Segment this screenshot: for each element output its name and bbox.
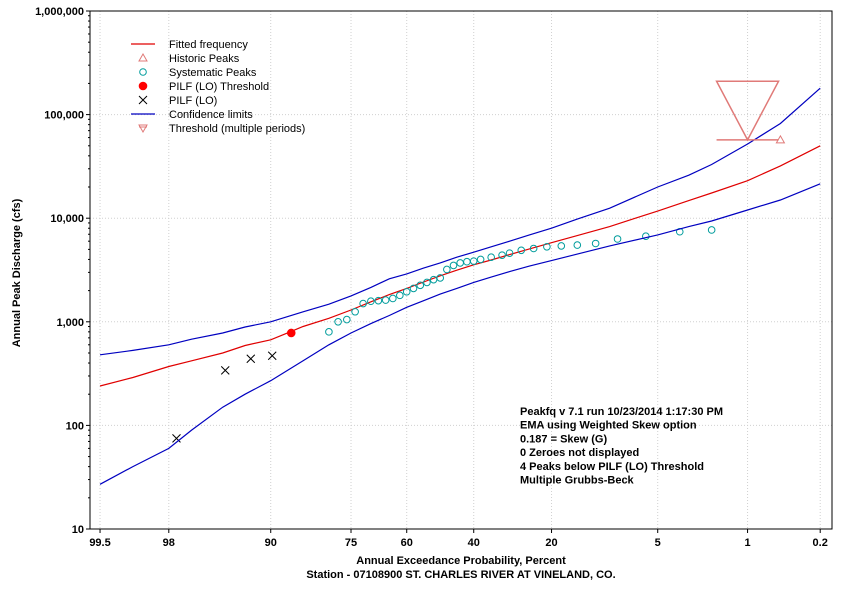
systematic-peak-point: [423, 278, 431, 287]
systematic-peak-point: [707, 226, 716, 234]
systematic-peak-point: [591, 239, 600, 248]
systematic-peak-point: [469, 257, 478, 265]
systematic-peak-point: [463, 257, 471, 266]
annotation-block: Peakfq v 7.1 run 10/23/2014 1:17:30 PM EM…: [520, 406, 723, 487]
y-tick-label: 10: [72, 524, 84, 536]
systematic-peak-point: [487, 253, 495, 262]
y-tick-label: 1,000,000: [35, 6, 84, 18]
systematic-peak-point: [529, 244, 538, 253]
pilf-lo-point: [267, 351, 277, 361]
systematic-peak-point: [505, 249, 514, 257]
systematic-peak-point: [416, 281, 425, 290]
y-tick-label: 100: [66, 420, 84, 432]
pilf-threshold-point: [286, 328, 296, 338]
x-tick-label: 99.5: [89, 537, 110, 549]
systematic-peak-point: [343, 315, 351, 324]
legend-label: Systematic Peaks: [169, 67, 257, 79]
systematic-peak-point: [476, 255, 485, 264]
x-tick-label: 20: [545, 537, 557, 549]
legend-symbol: [138, 52, 148, 62]
systematic-peak-point: [449, 261, 458, 270]
x-tick-label: 75: [345, 537, 357, 549]
systematic-peak-point: [389, 294, 397, 303]
annotation-line: 0.187 = Skew (G): [520, 433, 607, 445]
systematic-peak-point: [456, 259, 464, 267]
legend-symbol: [138, 81, 148, 91]
x-tick-label: 1: [744, 537, 750, 549]
systematic-peak-point: [334, 318, 342, 326]
legend-symbol: [138, 124, 148, 134]
legend-label: PILF (LO): [169, 95, 217, 107]
systematic-peak-point: [367, 297, 375, 306]
y-tick-label: 10,000: [50, 213, 84, 225]
y-axis-title: Annual Peak Discharge (cfs): [11, 198, 23, 347]
systematic-peak-point: [325, 328, 333, 336]
systematic-peak-point: [613, 235, 622, 243]
x-tick-label: 60: [401, 537, 413, 549]
station-subtitle: Station - 07108900 ST. CHARLES RIVER AT …: [306, 569, 615, 581]
systematic-peak-point: [381, 296, 390, 304]
legend-label: PILF (LO) Threshold: [169, 81, 269, 93]
pilf-lo-point: [172, 433, 181, 443]
pilf-lo-point: [246, 354, 256, 364]
systematic-peak-point: [396, 291, 404, 300]
pilf-lo-point: [220, 365, 230, 375]
systematic-peak-point: [409, 284, 418, 293]
annotation-line: 4 Peaks below PILF (LO) Threshold: [520, 461, 704, 473]
grid-layer: [90, 10, 832, 530]
upper-confidence-line: [99, 87, 821, 356]
y-tick-label: 100,000: [44, 110, 84, 122]
legend-label: Threshold (multiple periods): [169, 123, 305, 135]
legend-symbol: [139, 68, 147, 76]
lower-confidence-line: [99, 183, 821, 485]
systematic-peak-point: [402, 287, 411, 296]
systematic-peak-point: [351, 307, 359, 316]
x-axis-title: Annual Exceedance Probability, Percent: [356, 555, 566, 567]
x-tick-label: 40: [468, 537, 480, 549]
systematic-peak-point: [517, 246, 526, 255]
legend-label: Confidence limits: [169, 109, 253, 121]
x-tick-label: 0.2: [813, 537, 828, 549]
systematic-peak-point: [359, 299, 367, 308]
fitted-frequency-line: [99, 145, 821, 387]
x-tick-label: 90: [265, 537, 277, 549]
legend-label: Fitted frequency: [169, 39, 248, 51]
x-tick-label: 98: [163, 537, 175, 549]
legend: Fitted frequency Historic Peaks Systematic…: [131, 39, 305, 135]
systematic-peak-point: [443, 265, 451, 274]
systematic-peak-point: [573, 241, 582, 249]
annotation-line: Peakfq v 7.1 run 10/23/2014 1:17:30 PM: [520, 406, 723, 418]
y-tick-label: 1,000: [56, 317, 84, 329]
systematic-peak-point: [436, 274, 445, 282]
systematic-peak-point: [543, 242, 551, 251]
annotation-line: 0 Zeroes not displayed: [520, 447, 639, 459]
annotation-line: Multiple Grubbs-Beck: [520, 475, 635, 487]
series-layer: [99, 80, 821, 485]
annotation-line: EMA using Weighted Skew option: [520, 420, 697, 432]
systematic-peak-point: [557, 242, 566, 250]
legend-symbol: [138, 95, 148, 105]
threshold-marker: [715, 80, 780, 142]
systematic-peak-point: [498, 251, 506, 259]
tick-layer: 99.5 98 90 75 60 40 20 5 1 0.2 10 100 1,000 10,000 100…: [35, 6, 828, 549]
systematic-peak-point: [374, 296, 383, 305]
legend-label: Historic Peaks: [169, 53, 240, 65]
plot-frame: [89, 10, 833, 530]
systematic-peak-point: [642, 232, 650, 241]
x-tick-label: 5: [655, 537, 661, 549]
